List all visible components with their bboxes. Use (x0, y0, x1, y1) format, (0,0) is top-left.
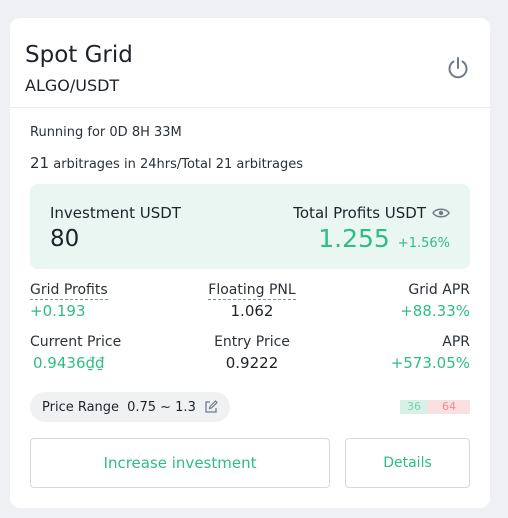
increase-investment-button[interactable]: Increase investment (30, 438, 330, 488)
investment-label: Investment USDT (50, 204, 181, 222)
apr-label: APR (442, 334, 470, 350)
floating-pnl-stat: Floating PNL 1.062 (207, 282, 297, 320)
arbitrage-text: arbitrages in 24hrs/Total 21 arbitrages (49, 157, 303, 172)
edit-icon[interactable] (204, 400, 218, 414)
price-range-label: Price Range (42, 399, 120, 415)
price-range-pill: Price Range 0.75 ~ 1.3 (30, 392, 230, 422)
total-profits-values: 1.255 +1.56% (318, 224, 450, 253)
total-profits-percent: +1.56% (397, 236, 450, 251)
sell-ratio: 64 (428, 400, 470, 414)
total-profits-label: Total Profits USDT (293, 204, 426, 222)
grid-apr-stat: Grid APR +88.33% (400, 282, 470, 320)
apr-stat: APR +573.05% (391, 334, 470, 372)
eye-icon[interactable] (432, 207, 450, 219)
arbitrage-count: 21 (30, 154, 50, 172)
card-header: Spot Grid ALGO/USDT (10, 18, 490, 108)
floating-pnl-value: 1.062 (230, 302, 274, 320)
total-profits-header: Total Profits USDT (293, 204, 450, 222)
grid-profits-value: +0.193 (30, 302, 86, 320)
entry-price-stat: Entry Price 0.9222 (207, 334, 297, 372)
apr-value: +573.05% (390, 354, 470, 372)
running-time: Running for 0D 8H 33M (30, 125, 182, 140)
arbitrage-summary: 21 arbitrages in 24hrs/Total 21 arbitrag… (30, 154, 303, 172)
price-range-value: 0.75 ~ 1.3 (127, 399, 196, 415)
card-title: Spot Grid (25, 42, 133, 68)
floating-pnl-label[interactable]: Floating PNL (208, 282, 296, 300)
entry-price-value: 0.9222 (225, 354, 279, 372)
total-profits-value: 1.255 (318, 224, 390, 253)
buy-ratio: 36 (400, 400, 428, 414)
spot-grid-card: Spot Grid ALGO/USDT Running for 0D 8H 33… (10, 18, 490, 508)
profit-panel: Investment USDT 80 Total Profits USDT 1.… (30, 184, 470, 269)
order-ratio-bar: 36 64 (400, 400, 470, 414)
entry-price-label: Entry Price (214, 334, 290, 350)
grid-apr-label: Grid APR (408, 282, 470, 298)
investment-value: 80 (50, 226, 80, 252)
current-price-label: Current Price (30, 334, 122, 350)
details-button[interactable]: Details (345, 438, 470, 488)
grid-profits-label[interactable]: Grid Profits (30, 282, 108, 300)
current-price-stat: Current Price 0.9436₫₫ (30, 334, 121, 372)
grid-apr-value: +88.33% (400, 302, 470, 320)
current-price-value: 0.9436₫₫ (33, 354, 105, 372)
grid-profits-stat: Grid Profits +0.193 (30, 282, 108, 320)
trading-pair: ALGO/USDT (25, 76, 120, 95)
power-icon[interactable] (446, 56, 470, 80)
